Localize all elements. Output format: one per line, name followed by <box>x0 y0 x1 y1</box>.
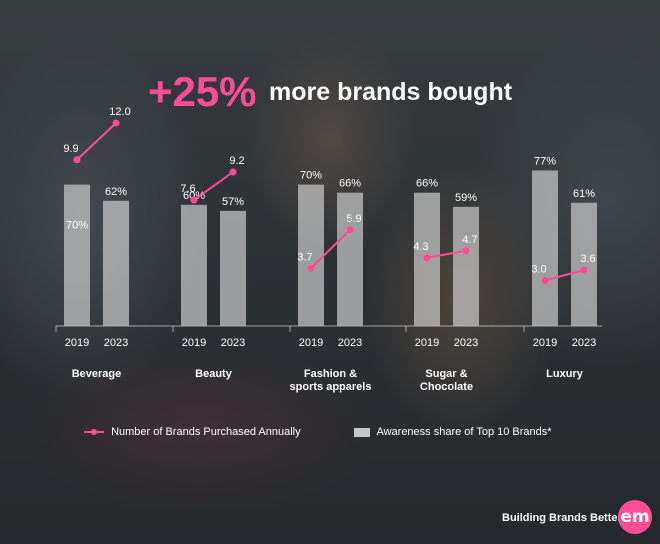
bar <box>532 170 558 326</box>
x-tick-label: 2023 <box>338 337 362 349</box>
x-tick-label: 2023 <box>221 337 245 349</box>
bar-value-label: 61% <box>573 188 595 200</box>
brands-value-label: 3.7 <box>297 251 312 263</box>
brands-value-label: 3.6 <box>580 253 595 265</box>
brands-value-label: 3.0 <box>531 264 546 276</box>
category-label: Chocolate <box>420 381 473 393</box>
category-label: sports apparels <box>290 381 372 393</box>
x-tick-label: 2019 <box>533 337 557 349</box>
x-tick-label: 2019 <box>65 337 89 349</box>
bar <box>298 184 324 326</box>
brands-line-segment <box>544 269 585 282</box>
bar-value-label: 60% <box>183 190 205 202</box>
bar <box>64 184 90 326</box>
legend-bar-label: Awareness share of Top 10 Brands* <box>376 426 552 438</box>
brands-line-point <box>346 226 354 234</box>
bar-value-label: 62% <box>105 186 127 198</box>
category-label: Beauty <box>195 368 233 380</box>
brands-line-point <box>580 266 588 274</box>
brands-line-point <box>462 247 470 255</box>
headline-text: more brands bought <box>268 77 513 106</box>
brands-line-point <box>229 168 237 176</box>
brands-line-point <box>423 254 431 262</box>
category-label: Fashion & <box>304 368 357 380</box>
brand-logo: em <box>618 500 652 534</box>
headline-percent: +25% <box>147 68 257 115</box>
brands-value-label: 12.0 <box>109 106 130 118</box>
bar-value-label: 66% <box>339 178 361 190</box>
x-tick-label: 2023 <box>572 337 596 349</box>
bar-value-label: 70% <box>66 220 88 232</box>
bar-value-label: 59% <box>455 192 477 204</box>
legend-line-item: Number of Brands Purchased Annually <box>84 426 301 438</box>
brands-value-label: 7.6 <box>180 183 195 195</box>
x-tick-label: 2019 <box>415 337 439 349</box>
brands-line-point <box>112 119 120 127</box>
category-label: Beverage <box>72 368 122 380</box>
brands-value-label: 4.3 <box>413 241 428 253</box>
brands-value-label: 9.2 <box>229 155 244 167</box>
category-label: Sugar & <box>425 368 467 380</box>
bar-value-label: 70% <box>300 170 322 182</box>
bar <box>337 192 363 326</box>
footer-tagline: Building Brands Better <box>502 512 622 524</box>
brands-line-segment <box>426 249 467 259</box>
category-label: Luxury <box>546 368 584 380</box>
brands-line-point <box>73 156 81 164</box>
bar-value-label: 66% <box>416 178 438 190</box>
bar-value-label: 57% <box>222 196 244 208</box>
brands-value-label: 4.7 <box>462 234 477 246</box>
bar <box>103 200 129 326</box>
x-tick-label: 2019 <box>182 337 206 349</box>
bar <box>220 210 246 326</box>
brands-line-segment <box>76 122 117 161</box>
brands-line-segment <box>310 229 351 269</box>
legend-line-swatch <box>84 429 104 436</box>
headline: +25% more brands bought <box>0 68 660 116</box>
brands-value-label: 5.9 <box>346 213 361 225</box>
brands-value-label: 9.9 <box>63 143 78 155</box>
logo-text: em <box>620 507 650 527</box>
bar <box>571 202 597 326</box>
x-tick-label: 2019 <box>299 337 323 349</box>
bar <box>181 204 207 326</box>
brands-line-point <box>307 264 315 272</box>
legend-line-label: Number of Brands Purchased Annually <box>111 426 301 438</box>
brands-line-segment <box>193 171 234 201</box>
bar <box>453 206 479 326</box>
legend-bar-item: Awareness share of Top 10 Brands* <box>354 426 552 438</box>
bar-value-label: 77% <box>534 155 556 167</box>
legend-bar-swatch <box>354 427 370 437</box>
x-tick-label: 2023 <box>104 337 128 349</box>
brands-line-point <box>541 277 549 284</box>
x-tick-label: 2023 <box>454 337 478 349</box>
brands-line-point <box>190 196 198 204</box>
